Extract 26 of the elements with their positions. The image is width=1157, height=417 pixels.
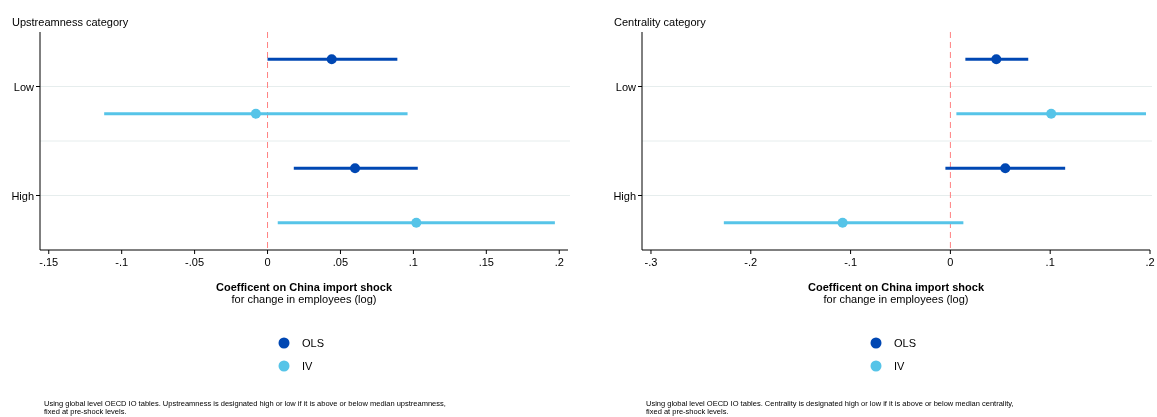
x-tick-label: -.05 [185, 256, 205, 268]
x-axis-title: Coefficent on China import shock for change in employees (log) [807, 281, 985, 305]
x-tick-label: .1 [408, 256, 418, 268]
chart-title: Upstreamness category [12, 16, 129, 28]
x-tick-label: -.2 [744, 256, 758, 268]
x-tick-label: -.1 [844, 256, 858, 268]
x-tick-label: 0 [264, 256, 271, 268]
x-tick-label: 0 [947, 256, 954, 268]
legend-label: OLS [894, 337, 917, 349]
x-tick-label: -.3 [644, 256, 658, 268]
x-tick-label: .2 [1145, 256, 1155, 268]
x-tick-label: .15 [478, 256, 494, 268]
x-tick-label: .1 [1045, 256, 1055, 268]
x-axis-title: Coefficent on China import shock for change in employees (log) [215, 281, 393, 305]
legend-label: IV [894, 360, 906, 372]
y-tick-label: Low [615, 80, 637, 93]
legend-label: OLS [302, 337, 325, 349]
y-tick-label: High [613, 189, 636, 202]
x-tick-label: -.15 [39, 256, 59, 268]
x-tick-label: -.1 [115, 256, 129, 268]
y-tick-label: Low [13, 80, 35, 93]
x-tick-label: .05 [332, 256, 349, 268]
y-tick-label: High [11, 189, 34, 202]
x-tick-label: .2 [554, 256, 564, 268]
legend-label: IV [302, 360, 314, 372]
chart-title: Centrality category [614, 16, 707, 28]
